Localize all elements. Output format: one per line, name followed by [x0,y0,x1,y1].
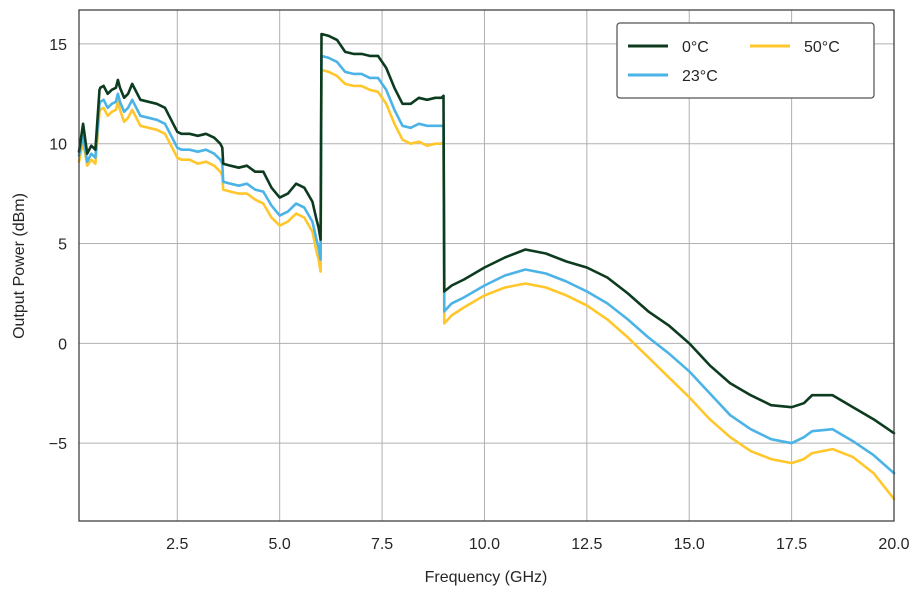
legend: 0°C 23°C 50°C [616,22,875,99]
legend-label: 0°C [682,39,709,56]
x-tick-labels: 2.5 5.0 7.5 10.0 12.5 15.0 17.5 20.0 [166,536,910,553]
x-tick-label: 10.0 [469,536,500,553]
y-tick-label: 5 [58,237,67,254]
x-tick-label: 20.0 [878,536,909,553]
legend-box [616,22,875,99]
y-tick-label: 10 [49,137,67,154]
legend-label: 23°C [682,68,718,85]
series-lines [77,32,896,501]
x-tick-label: 15.0 [674,536,705,553]
y-tick-label: −5 [49,436,67,453]
plot-frame [78,9,895,522]
x-tick-label: 12.5 [571,536,602,553]
series-line [77,68,896,501]
series-line [77,54,896,475]
y-axis-label: Output Power (dBm) [11,193,28,339]
x-tick-label: 7.5 [371,536,393,553]
legend-label: 50°C [804,39,840,56]
series-line [77,32,896,435]
y-tick-label: 15 [49,37,67,54]
x-tick-label: 2.5 [166,536,188,553]
x-tick-label: 17.5 [776,536,807,553]
x-axis-label: Frequency (GHz) [425,569,548,586]
x-tick-label: 5.0 [269,536,291,553]
y-tick-label: 0 [58,336,67,353]
y-tick-labels: −5 0 5 10 15 [49,37,67,453]
